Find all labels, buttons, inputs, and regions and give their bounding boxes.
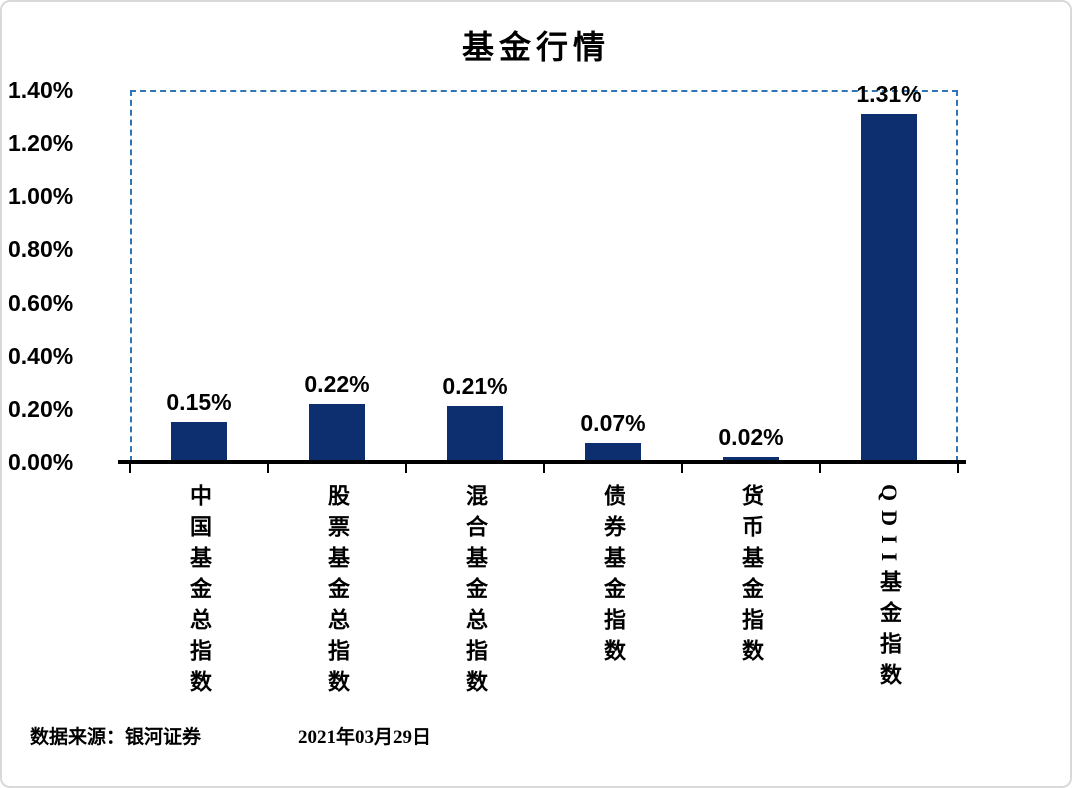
category-cell-1: 股票基金总指数 (268, 484, 406, 701)
x-axis-tick (957, 464, 959, 473)
category-cell-5: QDII基金指数 (820, 484, 958, 701)
x-axis-tick (819, 464, 821, 473)
bar-value-label: 0.22% (304, 370, 370, 397)
y-axis-tick-label: 0.80% (8, 236, 74, 263)
x-axis-tick (543, 464, 545, 473)
category-label: 货币基金指数 (739, 484, 764, 670)
category-labels: 中国基金总指数 股票基金总指数 混合基金总指数 债券基金指数 货币基金指数 QDII基金指… (130, 484, 958, 701)
date-text: 2021年03月29日 (298, 727, 432, 748)
bar-slot-1: 0.22% (268, 90, 406, 462)
bar-slot-5: 1.31% (820, 81, 958, 462)
category-label: 混合基金总指数 (463, 484, 488, 701)
y-axis-tick-label: 0.40% (8, 342, 74, 369)
y-axis-tick-label: 0.00% (8, 449, 74, 475)
category-cell-0: 中国基金总指数 (130, 484, 268, 701)
bar-0 (171, 422, 227, 462)
x-axis-line (118, 460, 966, 464)
bar-value-label: 1.31% (856, 80, 922, 107)
bar-series: 0.15% 0.22% 0.21% 0.07% 0.02% 1.31% (130, 81, 958, 462)
x-axis-tick (129, 464, 131, 473)
bar-3 (585, 443, 641, 462)
y-axis-tick-label: 1.00% (8, 183, 74, 210)
category-label: QDII基金指数 (877, 484, 902, 695)
chart-title: 基金行情 (461, 29, 610, 65)
bar-value-label: 0.07% (580, 410, 646, 437)
bar-slot-4: 0.02% (682, 90, 820, 462)
bar-slot-3: 0.07% (544, 90, 682, 462)
category-cell-3: 债券基金指数 (544, 484, 682, 701)
category-label: 中国基金总指数 (187, 484, 212, 701)
bar-value-label: 0.02% (718, 423, 784, 450)
category-cell-4: 货币基金指数 (682, 484, 820, 701)
bar-2 (447, 406, 503, 462)
y-axis-tick-label: 1.20% (8, 130, 74, 157)
bar-5 (861, 113, 917, 462)
category-label: 债券基金指数 (601, 484, 626, 670)
y-axis-tick-label: 1.40% (8, 77, 74, 103)
bar-value-label: 0.21% (442, 373, 508, 400)
x-axis-tick (405, 464, 407, 473)
bar-slot-2: 0.21% (406, 90, 544, 462)
bar-value-label: 0.15% (166, 389, 232, 416)
bar-1 (309, 403, 365, 462)
category-cell-2: 混合基金总指数 (406, 484, 544, 701)
x-axis-tick (681, 464, 683, 473)
category-label: 股票基金总指数 (325, 484, 350, 701)
x-axis-tick (267, 464, 269, 473)
y-axis-tick-label: 0.60% (8, 289, 74, 316)
bar-slot-0: 0.15% (130, 90, 268, 462)
bar-4 (723, 456, 779, 462)
y-axis-tick-label: 0.20% (8, 395, 74, 422)
data-source-text: 数据来源：银河证券 (30, 727, 202, 748)
plot-area (130, 90, 958, 462)
